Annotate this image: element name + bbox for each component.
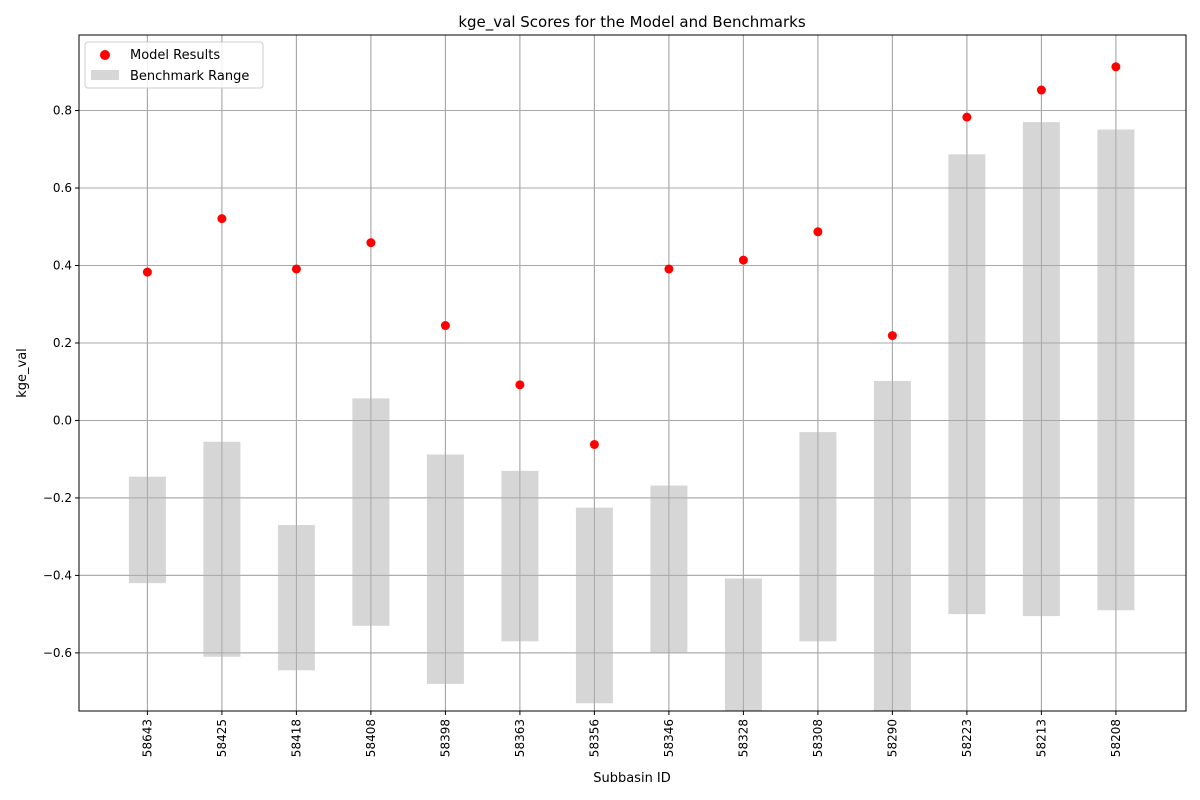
x-tick-label: 58643 <box>140 719 154 757</box>
y-tick-label: −0.6 <box>43 646 72 660</box>
y-tick-label: 0.4 <box>53 258 72 272</box>
legend: Model Results Benchmark Range <box>84 41 264 89</box>
x-tick-label: 58213 <box>1034 719 1048 757</box>
x-tick-label: 58308 <box>811 719 825 757</box>
x-tick-label: 58408 <box>364 719 378 757</box>
y-tick-label: −0.2 <box>43 491 72 505</box>
model-point <box>589 439 599 449</box>
plot-frame <box>78 34 1187 712</box>
model-point <box>664 264 674 274</box>
x-axis-label: Subbasin ID <box>593 771 671 786</box>
y-axis-ticks: −0.6 −0.4 −0.2 0.0 0.2 0.4 0.6 0.8 <box>43 104 79 660</box>
legend-label-benchmark: Benchmark Range <box>130 69 249 84</box>
legend-box <box>84 41 264 89</box>
grid-lines <box>79 35 1186 711</box>
model-point <box>887 331 897 341</box>
x-tick-label: 58328 <box>736 719 750 757</box>
legend-marker-model <box>100 50 110 60</box>
x-tick-label: 58425 <box>215 719 229 757</box>
y-tick-label: 0.8 <box>53 104 72 118</box>
model-point <box>291 264 301 274</box>
model-point <box>217 214 227 224</box>
y-tick-label: 0.0 <box>53 413 72 427</box>
x-axis-ticks: 58643 58425 58418 58408 58398 58363 58356 58346… <box>140 711 1123 757</box>
legend-label-model: Model Results <box>130 48 220 63</box>
model-point <box>366 238 376 248</box>
x-tick-label: 58290 <box>885 719 899 757</box>
y-tick-label: 0.2 <box>53 336 72 350</box>
benchmark-bars <box>79 35 1186 711</box>
x-tick-label: 58356 <box>587 719 601 757</box>
x-tick-label: 58398 <box>438 719 452 757</box>
model-point <box>1036 85 1046 95</box>
x-tick-label: 58346 <box>662 719 676 757</box>
y-tick-label: 0.6 <box>53 181 72 195</box>
model-point <box>515 380 525 390</box>
model-point <box>1111 62 1121 72</box>
x-tick-label: 58363 <box>513 719 527 757</box>
model-points <box>142 62 1121 449</box>
model-point <box>962 112 972 122</box>
y-axis-label: kge_val <box>15 348 30 398</box>
model-point <box>440 321 450 331</box>
x-tick-label: 58208 <box>1109 719 1123 757</box>
model-point <box>142 267 152 277</box>
x-tick-label: 58418 <box>289 719 303 757</box>
y-tick-label: −0.4 <box>43 568 72 582</box>
legend-marker-benchmark <box>91 70 119 80</box>
model-point <box>738 255 748 265</box>
chart-title: kge_val Scores for the Model and Benchma… <box>458 13 806 32</box>
x-tick-label: 58223 <box>960 719 974 757</box>
model-point <box>813 227 823 237</box>
